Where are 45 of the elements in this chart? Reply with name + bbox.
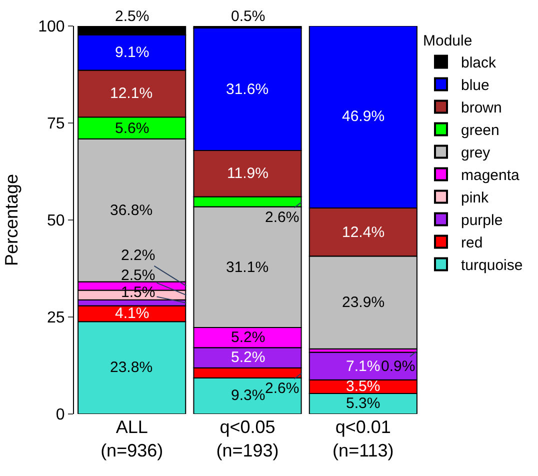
y-tick-label: 25 [47, 310, 65, 327]
legend-label: red [461, 234, 483, 252]
data-label: 9.1% [115, 44, 150, 61]
data-label: 2.5% [121, 267, 156, 284]
data-label: 46.9% [342, 108, 385, 125]
data-label: 2.2% [121, 247, 156, 264]
data-label: 2.6% [265, 209, 300, 226]
data-label: 7.1% [346, 358, 380, 375]
legend-label: purple [461, 212, 503, 230]
y-axis-title: Percentage [1, 174, 22, 266]
legend-label: pink [461, 190, 490, 207]
y-tick-label: 100 [38, 18, 65, 36]
data-label: 2.6% [265, 380, 300, 397]
legend-label: brown [461, 100, 502, 117]
legend-label: grey [461, 144, 491, 162]
data-label: 3.5% [346, 378, 380, 395]
data-label: 31.1% [226, 259, 269, 276]
legend-label: green [461, 122, 500, 140]
legend-label: turquoise [461, 257, 523, 274]
data-label: 12.4% [342, 224, 385, 241]
data-label: 9.3% [231, 387, 266, 404]
data-label: 36.8% [110, 202, 153, 219]
y-tick-label: 0 [56, 406, 65, 424]
data-label: 23.8% [110, 359, 153, 376]
data-label: 11.9% [227, 165, 268, 182]
data-label: 4.1% [115, 305, 150, 322]
y-tick-label: 75 [47, 116, 65, 133]
legend-title: Module [423, 32, 472, 50]
x-tick-label: q<0.01 (n=113) [332, 417, 394, 460]
data-label: 12.1% [110, 85, 153, 102]
x-tick-label: ALL (n=936) [100, 417, 164, 460]
legend-label: magenta [461, 167, 520, 184]
y-tick-label: 50 [47, 212, 65, 230]
legend-label: black [461, 54, 497, 72]
data-label: 0.5% [231, 8, 266, 25]
data-label: 5.2% [231, 329, 266, 346]
data-label: 0.9% [381, 358, 416, 375]
data-label: 5.3% [346, 395, 380, 412]
data-label: 2.5% [115, 8, 150, 25]
x-tick-label: q<0.05 (n=193) [216, 417, 279, 460]
data-label: 5.2% [231, 349, 266, 366]
data-label: 23.9% [342, 294, 385, 311]
legend-label: blue [461, 77, 490, 94]
data-label: 5.6% [115, 120, 150, 137]
data-label: 31.6% [226, 81, 269, 98]
